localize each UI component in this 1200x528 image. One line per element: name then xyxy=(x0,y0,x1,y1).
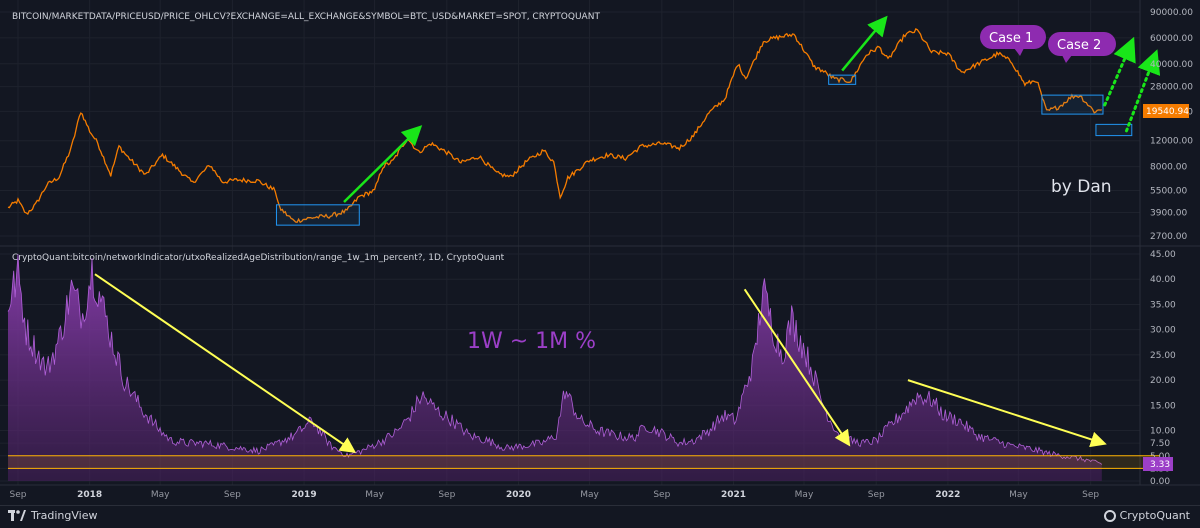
indicator-tick-label: 15.00 xyxy=(1150,401,1176,411)
cryptoquant-brand[interactable]: CryptoQuant xyxy=(1103,509,1190,522)
cryptoquant-label: CryptoQuant xyxy=(1119,509,1190,522)
highlight-boxes xyxy=(275,74,1133,226)
time-tick-label: 2020 xyxy=(506,490,531,500)
price-tick-label: 8000.00 xyxy=(1150,163,1187,173)
tradingview-brand[interactable]: TradingView xyxy=(8,509,97,522)
yellow-arrow-2021 xyxy=(743,288,851,447)
indicator-tick-label: 10.00 xyxy=(1150,427,1176,437)
indicator-tick-label: 5.00 xyxy=(1150,452,1170,462)
time-tick-label: May xyxy=(1009,490,1028,500)
time-tick-label: May xyxy=(795,490,814,500)
indicator-tick-label: 7.50 xyxy=(1150,439,1170,449)
time-tick-label: Sep xyxy=(10,490,27,500)
signature-by-dan: by Dan xyxy=(1051,177,1112,197)
time-tick-label: 2018 xyxy=(77,490,102,500)
trend-arrows xyxy=(94,15,1161,453)
time-tick-label: Sep xyxy=(868,490,885,500)
case1-bubble: Case 1 xyxy=(980,25,1046,56)
indicator-last-value-badge: 3.33 xyxy=(1143,457,1173,471)
price-tick-label: 28000.00 xyxy=(1150,83,1193,93)
utxo-area-fill xyxy=(8,254,1102,481)
time-tick-label: May xyxy=(580,490,599,500)
price-line-series xyxy=(7,27,1102,224)
price-tick-label: 2700.00 xyxy=(1150,232,1187,242)
box-2022-current xyxy=(1041,94,1104,115)
time-tick-label: May xyxy=(365,490,384,500)
chart-background xyxy=(0,0,1200,505)
box-2021-dip xyxy=(828,74,857,85)
highlight-band xyxy=(8,455,1160,469)
chart-canvas: BITCOIN/MARKETDATA/PRICEUSD/PRICE_OHLCV?… xyxy=(0,0,1200,505)
box-2022-lower xyxy=(1095,123,1133,137)
utxo-area-series xyxy=(7,254,1103,481)
indicator-tick-label: 20.00 xyxy=(1150,376,1176,386)
price-tick-label: 5500.00 xyxy=(1150,187,1187,197)
tradingview-label: TradingView xyxy=(31,509,98,522)
case2-label: Case 2 xyxy=(1057,38,1101,53)
price-chart-title: BITCOIN/MARKETDATA/PRICEUSD/PRICE_OHLCV?… xyxy=(12,12,600,22)
time-axis: Sep 2018 May Sep 2019 May Sep 2020 May Sep 2021 May… xyxy=(10,490,1100,500)
indicator-chart-title: CryptoQuant:bitcoin/networkIndicator/utx… xyxy=(12,253,505,263)
band-fill xyxy=(8,455,1160,469)
price-tick-label: 90000.00 xyxy=(1150,8,1193,18)
tradingview-logo-icon xyxy=(8,510,26,521)
indicator-tick-label: 35.00 xyxy=(1150,300,1176,310)
indicator-last-value: 3.33 xyxy=(1150,460,1170,470)
price-last-value-badge: 19540.94 xyxy=(1143,104,1189,118)
indicator-tick-label: 45.00 xyxy=(1150,250,1176,260)
time-tick-label: Sep xyxy=(653,490,670,500)
yellow-arrow-2022 xyxy=(907,379,1107,448)
time-tick-label: 2021 xyxy=(721,490,746,500)
price-line xyxy=(7,27,1102,224)
indicator-tick-label: 25.00 xyxy=(1150,351,1176,361)
indicator-tick-label: 0.00 xyxy=(1150,477,1170,487)
price-tick-label: 60000.00 xyxy=(1150,34,1193,44)
price-tick-label: 3900.00 xyxy=(1150,209,1187,219)
footer-bar: TradingView CryptoQuant xyxy=(0,505,1200,528)
price-last-value: 19540.94 xyxy=(1146,107,1189,117)
green-arrow-2019 xyxy=(343,125,423,203)
indicator-tick-label: 30.00 xyxy=(1150,326,1176,336)
time-tick-label: Sep xyxy=(438,490,455,500)
time-tick-label: Sep xyxy=(224,490,241,500)
cryptoquant-logo-icon xyxy=(1103,509,1116,522)
time-tick-label: 2022 xyxy=(935,490,960,500)
yellow-arrow-2018 xyxy=(94,273,357,453)
indicator-tick-label: 40.00 xyxy=(1150,275,1176,285)
indicator-label-1w-1m: 1W ~ 1M % xyxy=(467,329,596,354)
utxo-area-line xyxy=(7,254,1103,465)
time-tick-label: 2019 xyxy=(292,490,317,500)
time-tick-label: May xyxy=(151,490,170,500)
box-2018-bottom xyxy=(275,204,360,226)
green-arrow-2021 xyxy=(841,15,888,72)
time-tick-label: Sep xyxy=(1082,490,1099,500)
green-arrow-case1 xyxy=(1103,36,1136,107)
price-tick-label: 12000.00 xyxy=(1150,137,1193,147)
price-tick-label: 40000.00 xyxy=(1150,60,1193,70)
case1-label: Case 1 xyxy=(989,31,1033,46)
green-arrow-case2 xyxy=(1124,49,1161,133)
case2-bubble: Case 2 xyxy=(1048,32,1116,63)
